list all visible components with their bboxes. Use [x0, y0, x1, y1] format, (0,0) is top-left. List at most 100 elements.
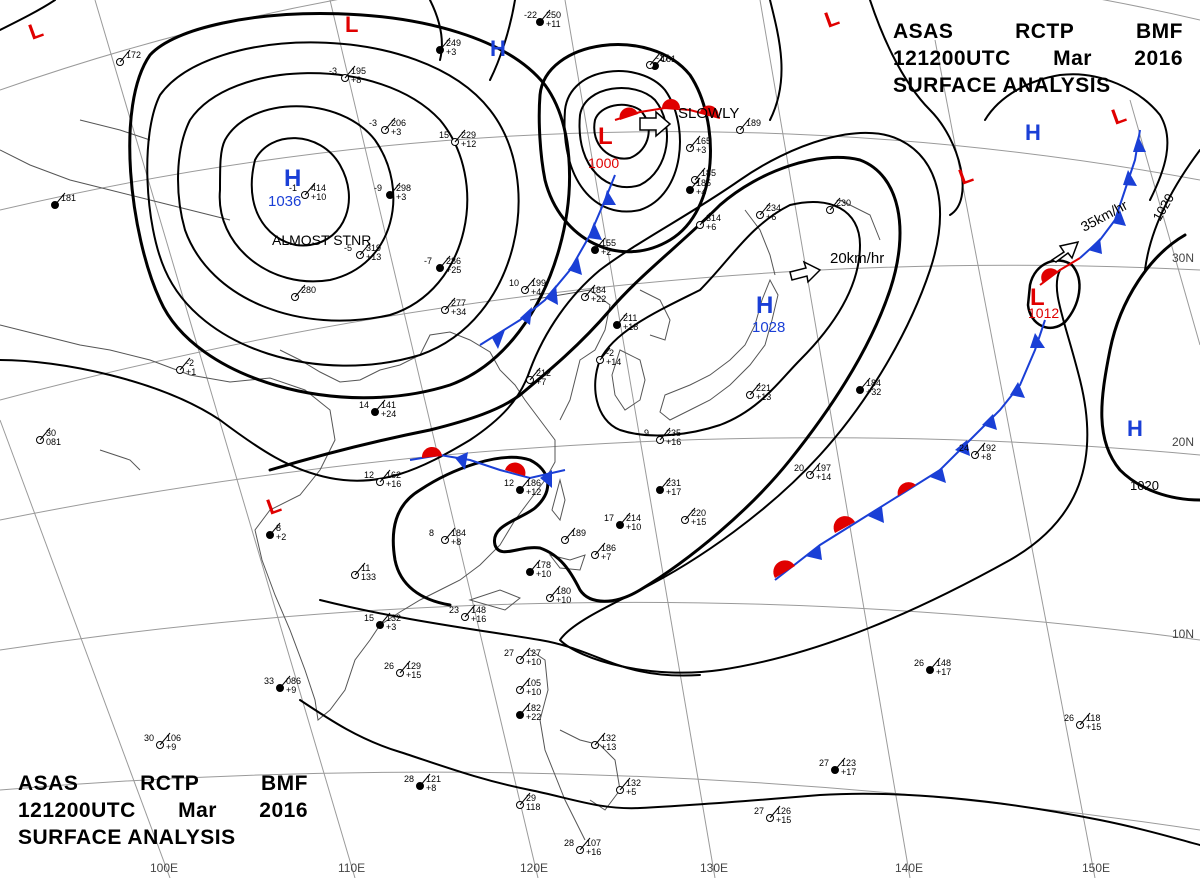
wind-barb: [444, 527, 456, 541]
wind-barb: [584, 284, 596, 298]
station-value: 211: [623, 313, 637, 323]
station-value: 314: [706, 213, 721, 223]
station-value: 14: [359, 400, 369, 410]
wind-barb: [519, 702, 531, 716]
station-value: +6: [766, 212, 776, 222]
wind-barb: [344, 65, 356, 79]
station-value: 123: [841, 758, 856, 768]
map-header-bottom: ASAS RCTP BMF 121200UTC Mar 2016 SURFACE…: [18, 770, 308, 851]
header-agency: ASAS: [893, 20, 954, 43]
wind-barb: [379, 469, 391, 483]
station-plot: 231+17: [656, 477, 681, 497]
station-value: +3: [396, 192, 406, 202]
station-plot: -22 250+11: [524, 9, 561, 29]
station-value: 162: [386, 470, 401, 480]
station-plot: 30 106+9: [144, 732, 181, 752]
station-value: 161: [661, 54, 676, 64]
station-plot: 189: [736, 117, 761, 134]
high-center-symbol: H: [1127, 416, 1143, 441]
station-plot: -2+1: [176, 357, 196, 377]
station-value: -9: [374, 183, 382, 193]
low-center-value: 1012: [1028, 305, 1059, 321]
station-plot: 186+7: [591, 542, 616, 562]
station-value: 155: [601, 238, 616, 248]
wind-barb: [649, 52, 661, 66]
station-plot: 28 121+8: [404, 773, 441, 793]
wind-barb: [419, 773, 431, 787]
station-value: 126: [776, 806, 791, 816]
wind-barb: [829, 197, 841, 211]
wind-barb: [739, 117, 751, 131]
low-center-motion: SLOWLY: [678, 105, 739, 122]
station-value: 221: [756, 383, 771, 393]
station-value: 132: [626, 778, 641, 788]
wind-barb: [439, 255, 451, 269]
station-value: +8: [981, 452, 991, 462]
station-plot: 230: [826, 197, 851, 214]
station-value: 26: [384, 661, 394, 671]
station-value: +10: [311, 192, 326, 202]
station-value: +13: [366, 252, 381, 262]
station-plot: 314+6: [696, 212, 721, 232]
station-value: 249: [446, 38, 461, 48]
station-plot: 20 197+14: [794, 462, 831, 482]
wind-barb: [834, 757, 846, 771]
station-value: 180: [556, 586, 571, 596]
station-value: +13: [601, 742, 616, 752]
wind-barb: [304, 182, 316, 196]
station-plot: 24 192+8: [959, 442, 996, 462]
station-plot: 277+34: [441, 297, 466, 317]
low-center-symbol: L: [598, 123, 613, 150]
station-value: +4: [531, 287, 541, 297]
header-month: Mar: [1053, 47, 1092, 70]
wind-barb: [974, 442, 986, 456]
station-value: +14: [606, 357, 621, 367]
station-value: 086: [286, 676, 301, 686]
station-plot: -2+14: [596, 347, 621, 367]
station-plot: 184+22: [581, 284, 606, 304]
station-value: +16: [471, 614, 486, 624]
station-value: 172: [126, 50, 141, 60]
station-value: +7: [536, 377, 546, 387]
low-center-value: 1000: [588, 155, 619, 171]
isobar-label: 1020: [1130, 478, 1159, 493]
high-center-value: 1028: [752, 319, 785, 336]
station-value: 178: [536, 560, 551, 570]
station-plot: 15 132+3: [364, 612, 401, 632]
wind-barb: [619, 512, 631, 526]
station-value: 17: [604, 513, 614, 523]
station-value: 165: [696, 136, 711, 146]
wind-barb: [519, 647, 531, 661]
header-year: 2016: [1134, 47, 1183, 70]
station-value: +15: [406, 670, 421, 680]
station-value: 30: [144, 733, 154, 743]
station-value: 189: [571, 528, 586, 538]
station-value: 12: [504, 478, 514, 488]
station-plot: 181: [51, 192, 76, 209]
station-value: -1: [289, 183, 297, 193]
station-plot: 26 148+17: [914, 657, 951, 677]
station-value: +17: [936, 667, 951, 677]
header-agency: ASAS: [18, 772, 79, 795]
station-value: 141: [381, 400, 396, 410]
station-value: 250: [546, 10, 561, 20]
station-value: 27: [754, 806, 764, 816]
wind-barb: [654, 53, 666, 67]
wind-barb: [454, 129, 466, 143]
header-station: RCTP: [1015, 20, 1075, 43]
wind-barb: [389, 182, 401, 196]
wind-barb: [294, 284, 306, 298]
header-product: SURFACE ANALYSIS: [18, 826, 236, 849]
wind-barb: [279, 675, 291, 689]
station-value: 23: [449, 605, 459, 615]
station-value: 235: [666, 428, 681, 438]
station-value: 127: [526, 648, 541, 658]
arrow-low-1000: [639, 110, 672, 138]
station-plot: 26 129+15: [384, 660, 421, 680]
high-center-value: 1036: [268, 193, 301, 210]
station-value: 214: [626, 513, 641, 523]
station-value: 27: [819, 758, 829, 768]
wind-barb: [659, 477, 671, 491]
wind-barb: [579, 837, 591, 851]
